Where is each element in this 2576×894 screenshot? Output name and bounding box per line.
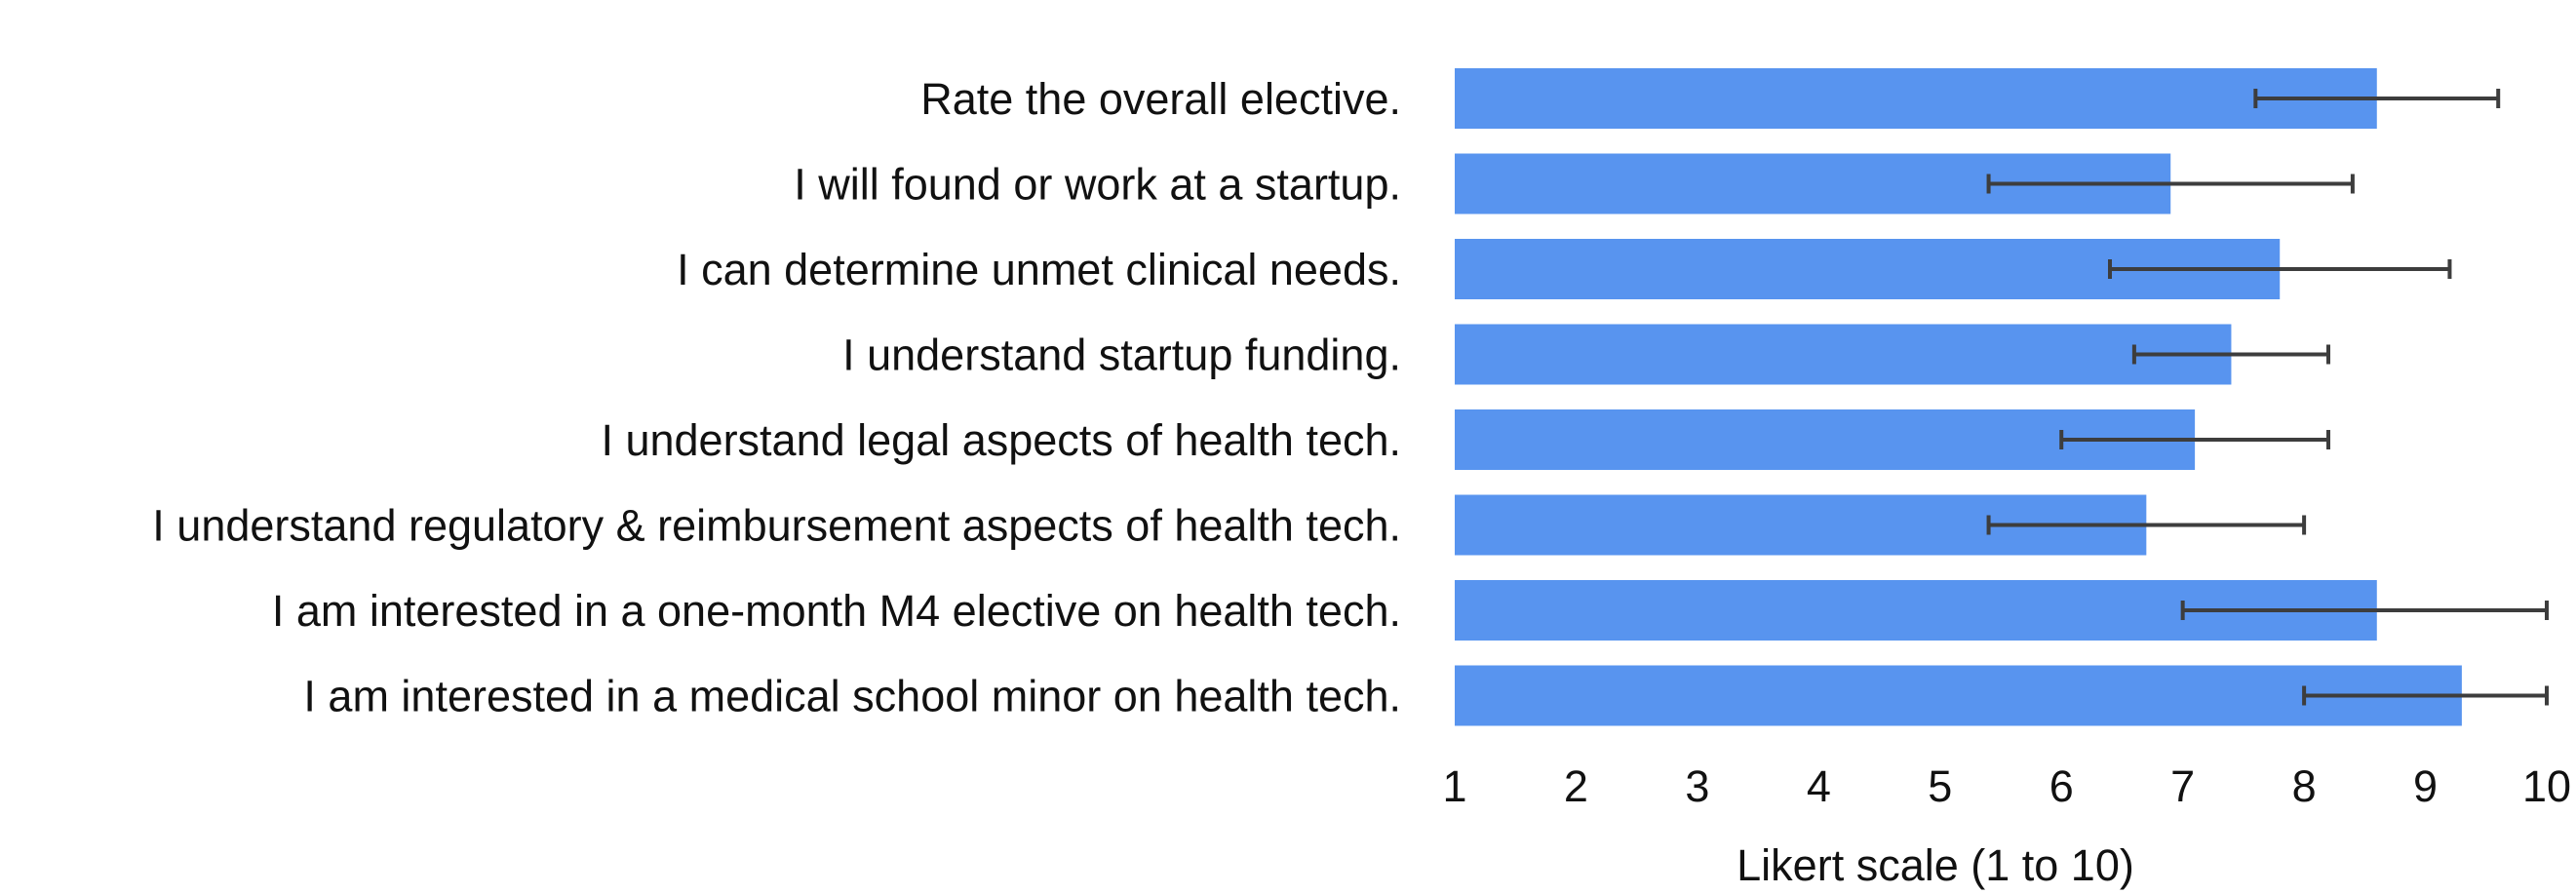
bars bbox=[1455, 68, 2462, 726]
x-tick-label: 8 bbox=[2292, 761, 2317, 811]
bar bbox=[1455, 665, 2462, 726]
x-tick-labels: 1 2 3 4 5 6 7 8 9 10 bbox=[1442, 761, 2571, 811]
x-tick-label: 4 bbox=[1807, 761, 1831, 811]
category-label: I am interested in a one-month M4 electi… bbox=[272, 586, 1401, 636]
category-label: I am interested in a medical school mino… bbox=[303, 672, 1401, 721]
error-bars bbox=[1986, 89, 2549, 706]
x-tick-label: 10 bbox=[2522, 761, 2571, 811]
category-label: I understand legal aspects of health tec… bbox=[601, 415, 1401, 465]
bar bbox=[1455, 324, 2232, 385]
category-label: I understand regulatory & reimbursement … bbox=[152, 501, 1401, 551]
x-tick-label: 3 bbox=[1685, 761, 1709, 811]
category-label: I understand startup funding. bbox=[842, 330, 1401, 380]
category-label: Rate the overall elective. bbox=[920, 74, 1401, 124]
x-tick-label: 7 bbox=[2170, 761, 2195, 811]
x-tick-label: 5 bbox=[1928, 761, 1952, 811]
x-tick-label: 2 bbox=[1564, 761, 1588, 811]
x-tick-label: 6 bbox=[2049, 761, 2074, 811]
category-labels: Rate the overall elective. I will found o… bbox=[152, 74, 1401, 721]
x-axis-label: Likert scale (1 to 10) bbox=[1737, 840, 2134, 890]
x-tick-label: 9 bbox=[2413, 761, 2438, 811]
x-tick-label: 1 bbox=[1442, 761, 1466, 811]
category-label: I will found or work at a startup. bbox=[794, 160, 1401, 210]
category-label: I can determine unmet clinical needs. bbox=[677, 245, 1401, 294]
bar bbox=[1455, 68, 2377, 129]
